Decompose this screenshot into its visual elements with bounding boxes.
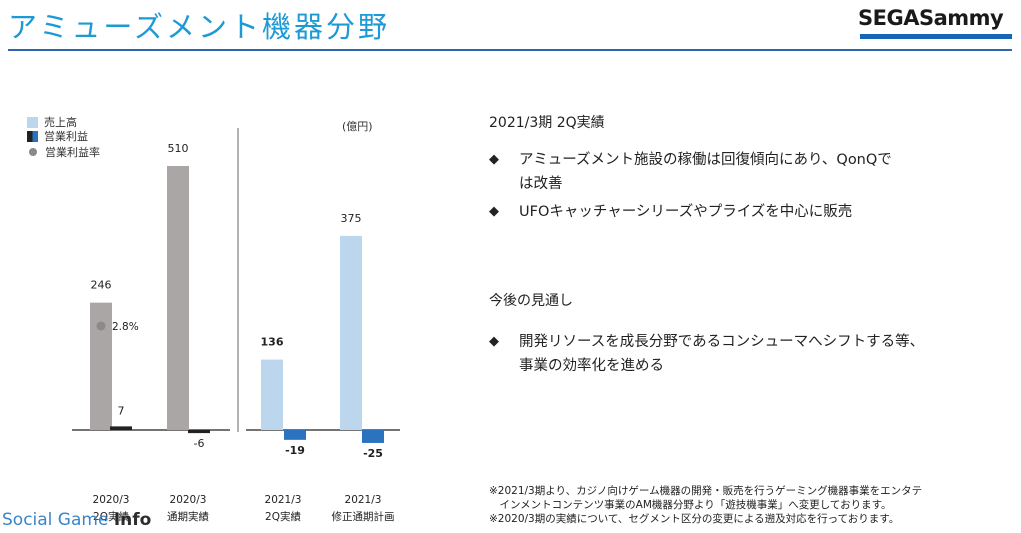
legend-dot-op-margin <box>29 148 37 156</box>
op-income-bar <box>110 426 132 430</box>
outlook-heading: 今後の見通し <box>489 293 573 309</box>
outlook-bullet-text: 開発リソースを成長分野であるコンシューマへシフトする等、 事業の効率化を進める <box>519 334 925 374</box>
title-divider <box>8 49 1012 51</box>
watermark: Social Game Info <box>2 510 151 530</box>
sales-value-label: 375 <box>341 212 362 225</box>
legend-item-op-margin: 営業利益率 <box>27 144 100 160</box>
op-income-value-label: -19 <box>285 444 305 457</box>
legend-label-op-income: 営業利益 <box>44 130 88 143</box>
segment-bar-chart: 246 510 136 375 7 -6 -19 -25 2.8% <box>72 128 400 460</box>
legend-label-sales: 売上高 <box>44 116 77 129</box>
x-label-line1: 2021/3 <box>264 494 302 506</box>
x-label-line2: 修正通期計画 <box>331 511 395 523</box>
diamond-bullet-icon: ◆ <box>489 152 499 167</box>
sales-bar <box>340 235 362 430</box>
footnotes: ※2021/3期より、カジノ向けゲーム機器の開発・販売を行うゲーミング機器事業を… <box>489 484 922 526</box>
x-label-group-3: 2021/3 修正通期計画 <box>326 492 400 526</box>
sales-bar <box>261 359 283 430</box>
x-label-group-2: 2021/3 2Q実績 <box>258 492 308 526</box>
op-income-value-label: -25 <box>363 447 383 460</box>
op-margin-label: 2.8% <box>112 321 139 333</box>
footnote-line: インメントコンテンツ事業のAM機器分野より「遊技機事業」へ変更しております。 <box>489 499 892 511</box>
op-income-value-label: -6 <box>194 437 205 450</box>
outlook-bullet-list: ◆ 開発リソースを成長分野であるコンシューマへシフトする等、 事業の効率化を進め… <box>489 330 1009 378</box>
results-heading: 2021/3期 2Q実績 <box>489 115 605 131</box>
logo-underline <box>860 34 1012 39</box>
outlook-bullet-0: ◆ 開発リソースを成長分野であるコンシューマへシフトする等、 事業の効率化を進め… <box>489 330 1009 378</box>
x-label-line1: 2020/3 <box>92 494 130 506</box>
diamond-bullet-icon: ◆ <box>489 204 499 219</box>
x-label-line1: 2020/3 <box>169 494 207 506</box>
sales-bar <box>167 166 189 430</box>
legend-swatch-sales <box>27 116 38 128</box>
legend-item-sales: 売上高 <box>27 114 77 130</box>
unit-label: (億円) <box>342 120 373 133</box>
x-label-line2: 2Q実績 <box>265 511 301 523</box>
results-bullet-0: ◆ アミューズメント施設の稼働は回復傾向にあり、QonQで は改善 <box>489 148 989 196</box>
x-label-group-1: 2020/3 通期実績 <box>160 492 216 526</box>
op-margin-dot <box>96 321 106 331</box>
results-bullet-text: アミューズメント施設の稼働は回復傾向にあり、QonQで は改善 <box>519 152 892 192</box>
page-title: アミューズメント機器分野 <box>8 10 390 44</box>
sales-bar <box>90 302 112 430</box>
legend-item-op-income: 営業利益 <box>27 128 88 144</box>
op-income-bar <box>284 430 306 440</box>
diamond-bullet-icon: ◆ <box>489 334 499 349</box>
x-label-group-0: 2020/3 2Q実績 <box>86 492 136 526</box>
sales-value-label: 246 <box>91 279 112 292</box>
op-income-bar <box>188 430 210 434</box>
x-label-line2: 2Q実績 <box>93 511 129 523</box>
company-logo: SEGASammy <box>858 6 1014 44</box>
watermark-part2: Info <box>113 510 152 530</box>
footnote-line: ※2020/3期の実績について、セグメント区分の変更による遡及対応を行っておりま… <box>489 513 900 525</box>
results-bullet-list: ◆ アミューズメント施設の稼働は回復傾向にあり、QonQで は改善 ◆ UFOキ… <box>489 148 989 224</box>
op-income-bar <box>362 430 384 443</box>
logo-text: SEGASammy <box>858 6 1004 30</box>
x-label-line2: 通期実績 <box>167 511 209 523</box>
legend-label-op-margin: 営業利益率 <box>45 146 100 159</box>
op-income-value-label: 7 <box>118 404 125 417</box>
sales-value-label: 510 <box>168 142 189 155</box>
results-bullet-text: UFOキャッチャーシリーズやプライズを中心に販売 <box>519 204 853 220</box>
sales-value-label: 136 <box>261 336 284 349</box>
watermark-part1: Social Game <box>2 510 114 530</box>
footnote-line: ※2021/3期より、カジノ向けゲーム機器の開発・販売を行うゲーミング機器事業を… <box>489 485 923 497</box>
results-bullet-1: ◆ UFOキャッチャーシリーズやプライズを中心に販売 <box>489 200 989 224</box>
x-label-line1: 2021/3 <box>344 494 382 506</box>
legend-swatch-op-income <box>27 130 38 142</box>
